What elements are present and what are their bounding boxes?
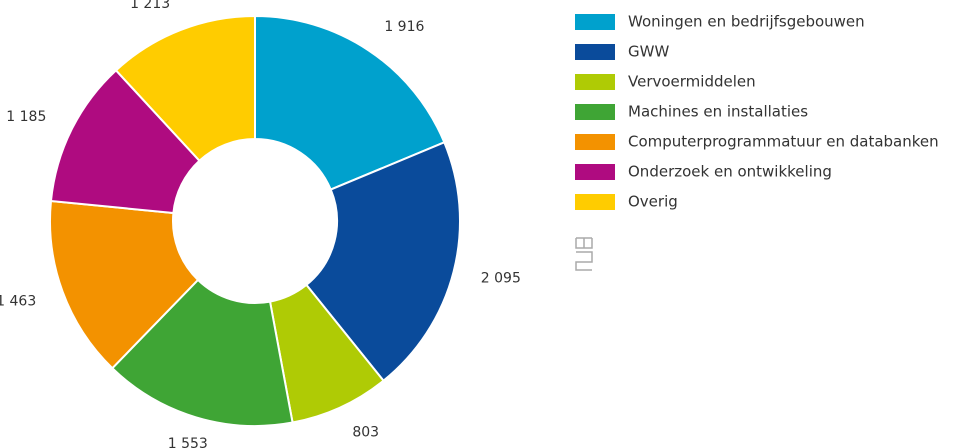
legend-label: GWW — [628, 43, 669, 61]
legend-swatch — [575, 134, 615, 150]
legend-label: Woningen en bedrijfsgebouwen — [628, 13, 865, 31]
legend-swatch — [575, 14, 615, 30]
slice — [49, 68, 201, 215]
logo — [575, 237, 593, 271]
value-label: 2 095 — [481, 271, 521, 287]
value-label: 1 916 — [384, 19, 424, 35]
legend-swatch — [575, 44, 615, 60]
legend-label: Overig — [628, 193, 678, 211]
value-label: 1 213 — [130, 0, 170, 12]
slice — [49, 199, 200, 370]
slice — [110, 278, 294, 427]
legend-swatch — [575, 74, 615, 90]
legend-swatch — [575, 194, 615, 210]
legend-label: Vervoermiddelen — [628, 73, 756, 91]
legend-swatch — [575, 164, 615, 180]
slice — [305, 141, 461, 383]
slice — [114, 14, 256, 163]
legend-label: Machines en installaties — [628, 103, 808, 121]
legend-label: Onderzoek en ontwikkeling — [628, 163, 832, 181]
value-label: 1 463 — [0, 293, 36, 309]
value-label: 1 185 — [6, 109, 46, 125]
legend-label: Computerprogrammatuur en databanken — [628, 133, 939, 151]
slice — [254, 14, 446, 191]
value-label: 1 553 — [168, 436, 208, 448]
value-label: 803 — [352, 425, 379, 441]
legend-swatch — [575, 104, 615, 120]
